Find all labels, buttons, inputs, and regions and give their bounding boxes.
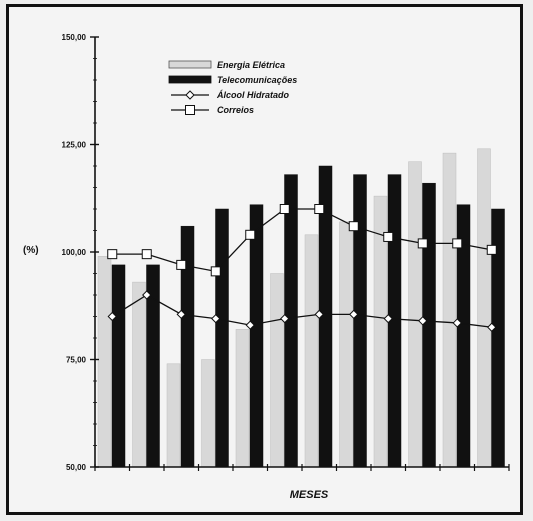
legend-label-alcool: Álcool Hidratado [216,90,290,100]
legend-marker-alcool [185,90,195,100]
bar-energia-8 [339,221,353,468]
point-correios-10 [417,238,428,249]
line-correios [112,208,492,273]
point-correios-9 [383,231,394,242]
point-correios-6 [279,204,290,214]
bar-telecom-8 [353,174,367,468]
legend: Energia Elétrica Telecomunicações Álcool H… [168,60,297,115]
bar-energia-5 [235,329,250,468]
bar-energia-10 [408,161,422,468]
point-correios-4 [210,266,221,277]
legend-swatch-telecom [168,75,212,84]
point-correios-3 [176,259,187,270]
y-tick-label: 125,00 [62,141,87,150]
bars-group [97,148,505,468]
axes-group: 50,00 75,00 100,00 125,00 150,00 [62,33,510,472]
point-correios-7 [314,204,325,214]
lines-group [107,204,497,332]
legend-label-energia: Energia Elétrica [217,60,285,70]
bar-telecom-10 [422,182,436,468]
bar-energia-1 [97,256,112,468]
y-tick-label: 150,00 [62,33,87,42]
point-correios-5 [245,229,256,240]
bar-telecom-1 [111,264,126,468]
bar-energia-3 [166,363,181,468]
point-alcool-10 [418,316,428,326]
point-correios-12 [486,244,497,255]
point-alcool-5 [245,320,255,330]
legend-label-correios: Correios [217,105,254,115]
line-alcool [111,294,492,328]
point-alcool-9 [383,313,393,324]
point-alcool-7 [314,309,324,320]
x-axis-label: MESES [290,489,329,501]
bar-energia-11 [442,152,457,468]
y-tick-label: 50,00 [66,463,87,472]
legend-marker-correios [185,105,195,115]
bar-telecom-5 [249,204,264,468]
point-alcool-6 [280,313,290,324]
point-alcool-4 [211,313,221,324]
point-correios-2 [141,249,152,260]
legend-label-telecom: Telecomunicações [217,75,297,85]
y-tick-label: 75,00 [66,356,87,365]
point-alcool-2 [142,290,152,300]
legend-swatch-energia [168,60,212,69]
point-correios-11 [452,238,463,249]
bar-energia-4 [201,359,215,468]
bar-energia-12 [477,148,491,468]
point-alcool-1 [107,311,117,322]
bar-energia-6 [270,273,284,468]
point-alcool-8 [349,309,359,320]
point-alcool-11 [452,318,462,328]
point-correios-1 [107,249,118,260]
chart: 50,00 75,00 100,00 125,00 150,00 Energia Elé… [23,33,510,501]
chart-frame: 50,00 75,00 100,00 125,00 150,00 Energia Elé… [6,4,523,515]
y-tick-label: 100,00 [62,248,87,257]
bar-energia-7 [304,234,319,468]
point-correios-8 [348,221,359,232]
point-alcool-12 [487,322,497,332]
y-axis-label: (%) [23,245,39,256]
bar-energia-2 [132,281,146,468]
point-alcool-3 [176,309,186,320]
bar-telecom-4 [215,208,229,468]
